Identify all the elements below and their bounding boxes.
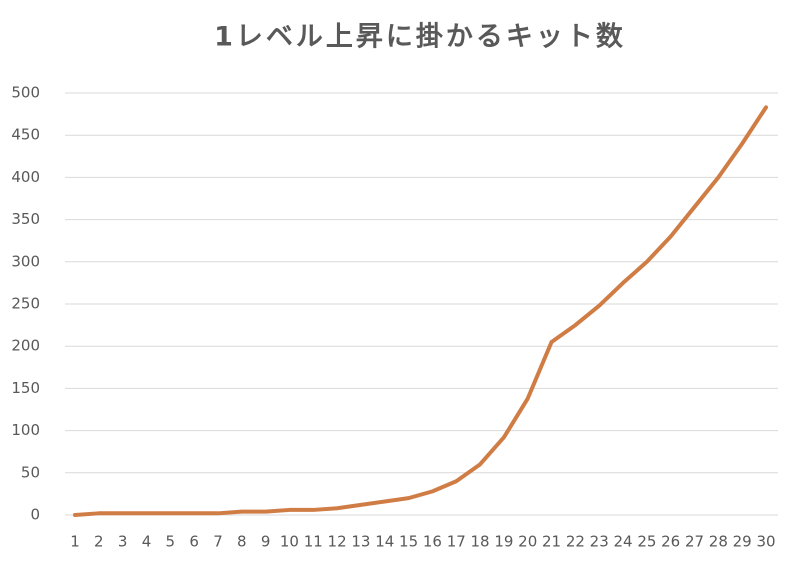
y-tick-label: 200 [11,337,40,355]
x-tick-label: 20 [518,533,537,551]
x-tick-label: 10 [280,533,299,551]
y-tick-label: 300 [11,252,40,270]
x-tick-label: 16 [423,533,442,551]
x-tick-label: 28 [709,533,728,551]
x-tick-label: 9 [261,533,271,551]
y-tick-label: 400 [11,168,40,186]
chart-title: 1レベル上昇に掛かるキット数 [214,22,626,53]
x-tick-label: 25 [637,533,656,551]
x-tick-label: 12 [328,533,347,551]
x-tick-label: 4 [142,533,152,551]
x-tick-label: 19 [494,533,513,551]
y-tick-label: 50 [21,463,40,481]
x-tick-label: 29 [733,533,752,551]
x-tick-label: 11 [304,533,323,551]
y-tick-label: 500 [11,84,40,102]
x-tick-label: 8 [237,533,247,551]
y-tick-label: 450 [11,126,40,144]
x-tick-label: 18 [471,533,490,551]
x-tick-label: 21 [542,533,561,551]
x-tick-label: 5 [166,533,176,551]
line-series [73,105,768,517]
y-tick-label: 250 [11,295,40,313]
x-tick-label: 13 [351,533,370,551]
x-tick-label: 3 [118,533,128,551]
y-tick-label: 150 [11,379,40,397]
y-tick-label: 100 [11,421,40,439]
x-tick-label: 24 [613,533,632,551]
x-tick-label: 23 [590,533,609,551]
x-tick-label: 30 [756,533,775,551]
x-tick-label: 27 [685,533,704,551]
x-tick-label: 15 [399,533,418,551]
x-tick-label: 2 [94,533,104,551]
x-tick-label: 6 [189,533,199,551]
y-tick-label: 0 [30,506,40,524]
x-tick-label: 26 [661,533,680,551]
x-tick-label: 17 [447,533,466,551]
y-tick-label: 350 [11,210,40,228]
x-tick-label: 14 [375,533,394,551]
x-tick-label: 1 [70,533,80,551]
x-tick-label: 22 [566,533,585,551]
x-tick-label: 7 [213,533,223,551]
